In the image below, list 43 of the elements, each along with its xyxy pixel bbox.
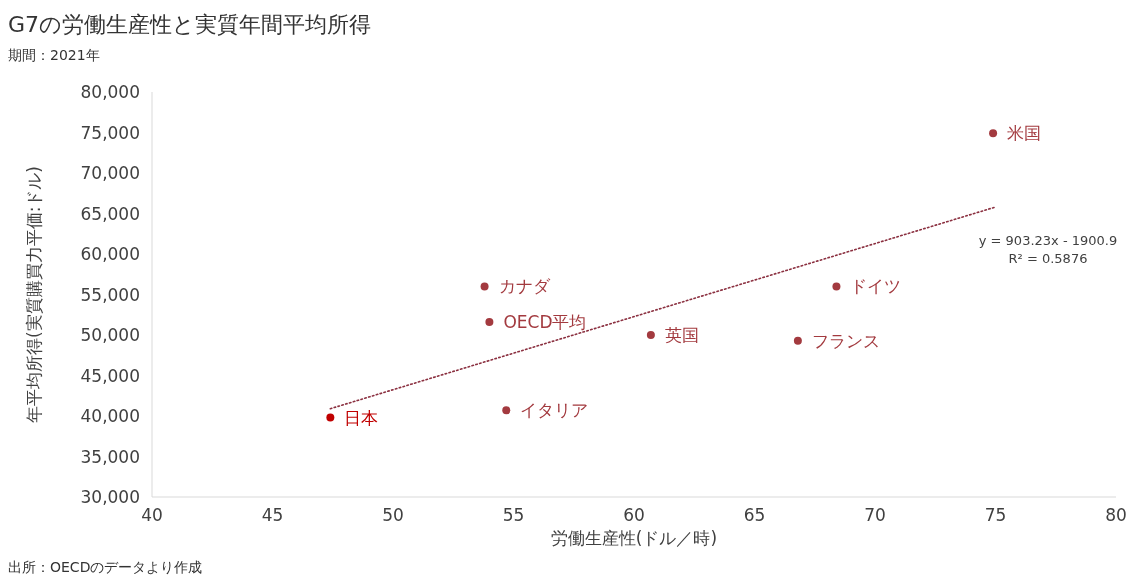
point xyxy=(646,331,655,339)
x-tick-label: 45 xyxy=(261,505,284,525)
x-tick-label: 60 xyxy=(623,505,645,525)
x-tick-label: 80 xyxy=(1105,505,1127,525)
y-tick-label: 70,000 xyxy=(80,163,140,183)
y-tick-label: 40,000 xyxy=(80,406,140,426)
x-tick-label: 40 xyxy=(141,505,163,525)
x-tick-label: 55 xyxy=(502,505,525,525)
series-label: OECD平均 xyxy=(503,312,587,333)
x-tick-label: 70 xyxy=(864,505,886,525)
x-tick-label: 75 xyxy=(984,505,1007,525)
point xyxy=(502,406,511,415)
y-tick-label: 65,000 xyxy=(80,203,140,224)
point xyxy=(793,336,802,345)
point xyxy=(326,413,335,422)
chart-title: G7の労働生産性と実質年間平均所得 xyxy=(8,12,372,37)
chart-subtitle: 期間：2021年 xyxy=(8,47,100,63)
point xyxy=(485,318,494,327)
point xyxy=(480,282,489,291)
y-axis-title: 年平均所得(実質購買力平価:ドル) xyxy=(24,166,44,423)
point xyxy=(989,129,998,138)
y-tick-label: 45,000 xyxy=(80,365,140,386)
series-label: 日本 xyxy=(344,407,379,428)
point xyxy=(832,282,841,291)
y-tick-label: 80,000 xyxy=(80,82,140,102)
x-tick-label: 50 xyxy=(382,505,404,525)
y-tick-label: 55,000 xyxy=(80,284,140,305)
x-tick-label: 65 xyxy=(743,505,766,525)
annotation: y = 903.23x - 1900.9 xyxy=(978,233,1118,248)
y-tick-label: 30,000 xyxy=(80,487,140,507)
y-tick-label: 35,000 xyxy=(80,446,140,467)
series-label: カナダ xyxy=(498,276,551,297)
series-label: フランス xyxy=(811,330,880,351)
series-label: 英国 xyxy=(664,325,699,345)
y-tick-label: 50,000 xyxy=(80,325,140,345)
text: 出所：OECDのデータより作成 xyxy=(8,559,203,575)
series-label: 米国 xyxy=(1007,123,1042,144)
series-label: ドイツ xyxy=(850,276,902,297)
x-axis-title: 労働生産性(ドル／時) xyxy=(550,528,718,548)
annotation: R² = 0.5876 xyxy=(1008,251,1088,266)
y-tick-label: 75,000 xyxy=(80,122,140,143)
series-label: イタリア xyxy=(520,400,589,421)
y-tick-label: 60,000 xyxy=(80,244,140,264)
